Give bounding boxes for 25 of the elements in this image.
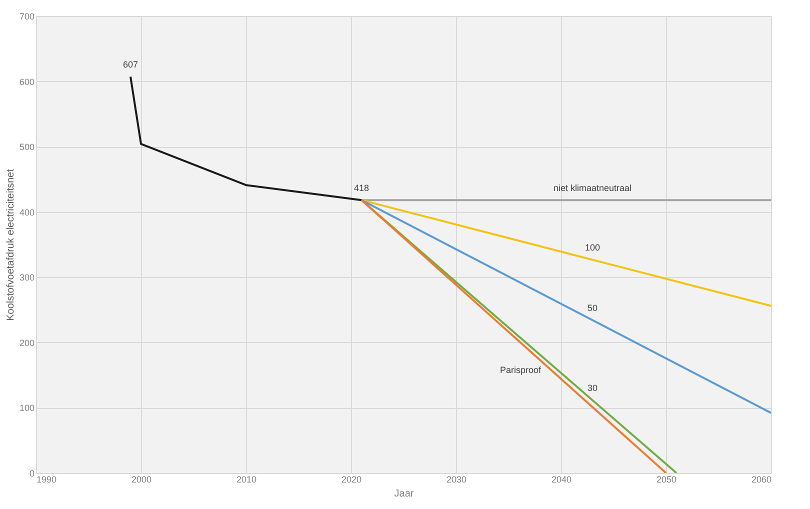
x-tick-label: 2000 <box>131 474 152 484</box>
annotation: 100 <box>584 242 600 253</box>
x-tick-label: 2060 <box>751 474 772 484</box>
x-tick-label: 1990 <box>36 474 57 484</box>
y-tick-label: 500 <box>19 142 34 152</box>
x-tick-label: 2040 <box>551 474 572 484</box>
annotation: 30 <box>587 382 598 393</box>
y-tick-label: 300 <box>19 272 34 283</box>
x-tick-label: 2020 <box>341 474 362 484</box>
y-tick-label: 600 <box>19 76 34 87</box>
x-tick-label: 2010 <box>236 474 257 484</box>
annotation: niet klimaatneutraal <box>553 183 632 194</box>
y-tick-label: 200 <box>19 338 34 348</box>
annotation: 607 <box>122 60 138 70</box>
annotation: 418 <box>354 183 370 194</box>
y-tick-label: 400 <box>19 207 34 218</box>
y-axis-title: Koolstofvoetafdruk electriciteitsnet <box>5 168 16 321</box>
y-tick-label: 700 <box>19 12 34 22</box>
annotation: 50 <box>587 303 598 314</box>
x-axis-title: Jaar <box>394 488 414 500</box>
y-tick-label: 0 <box>29 468 34 478</box>
x-tick-label: 2030 <box>446 474 467 484</box>
annotation: Parisproof <box>500 364 542 375</box>
x-tick-label: 2050 <box>656 474 677 484</box>
y-tick-label: 100 <box>19 403 34 414</box>
